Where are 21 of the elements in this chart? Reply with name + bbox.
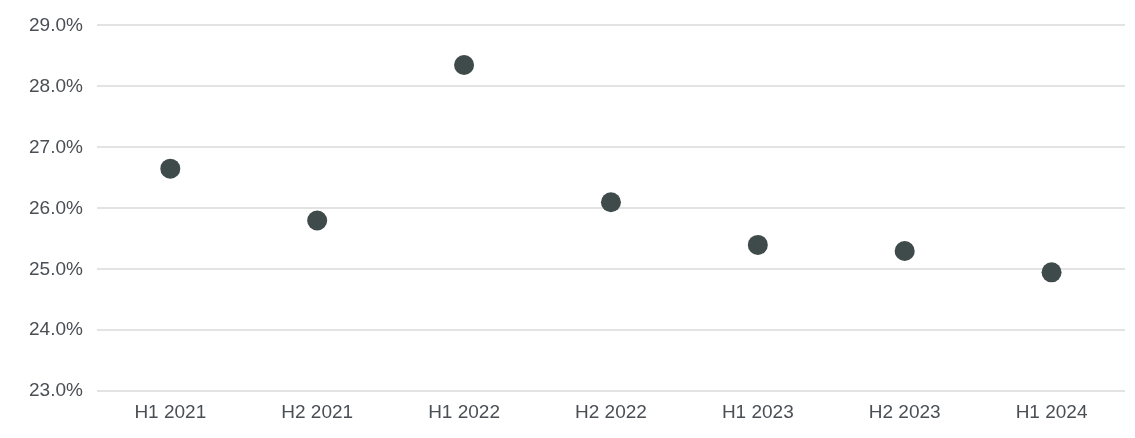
- y-tick-label: 24.0%: [29, 318, 83, 340]
- x-tick-label: H1 2022: [428, 400, 500, 422]
- point: [160, 158, 181, 179]
- point: [454, 55, 475, 76]
- point: [747, 234, 768, 255]
- x-tick-label: H1 2024: [1015, 400, 1088, 422]
- y-tick-label: 23.0%: [29, 379, 83, 401]
- x-tick-label: H1 2023: [721, 400, 794, 422]
- y-tick-label: 25.0%: [29, 257, 83, 279]
- x-tick-label: H2 2023: [868, 400, 941, 422]
- x-tick-label: H2 2021: [281, 400, 354, 422]
- x-tick-label: H1 2021: [134, 400, 207, 422]
- y-tick-label: 28.0%: [29, 74, 83, 96]
- x-tick-label: H2 2022: [575, 400, 647, 422]
- point: [307, 210, 328, 231]
- y-tick-label: 29.0%: [29, 13, 83, 35]
- point: [1041, 262, 1062, 283]
- point: [600, 192, 621, 213]
- y-tick-label: 26.0%: [29, 196, 83, 218]
- point: [894, 240, 915, 261]
- y-tick-label: 27.0%: [29, 135, 83, 157]
